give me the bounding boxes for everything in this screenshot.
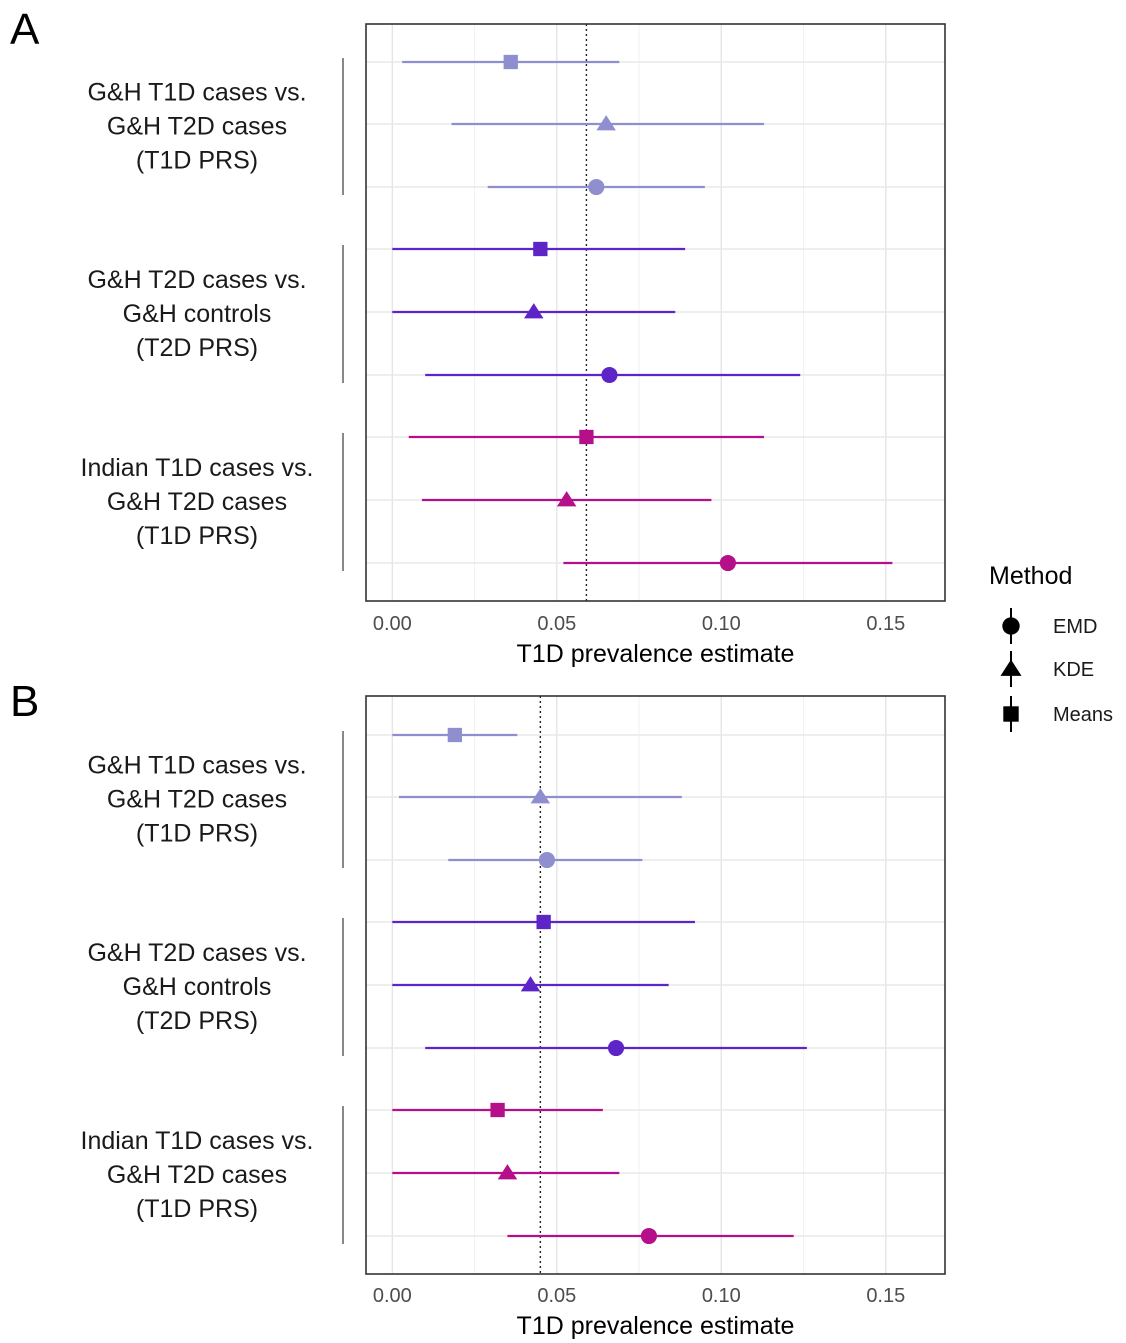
group-label-line: G&H T2D cases <box>107 113 287 141</box>
group-label-line: G&H controls <box>123 973 272 1001</box>
x-axis-label: T1D prevalence estimate <box>517 640 795 668</box>
panel-a: A G&H T1D cases vs. G&H T2D cases (T1D PRS)… <box>10 5 946 668</box>
group-label-line: G&H T2D cases <box>107 488 287 516</box>
legend: Method EMD KDE Means <box>989 562 1113 732</box>
panel-letter: A <box>10 5 40 54</box>
point-kde <box>497 1164 518 1180</box>
panel-letter: B <box>10 677 39 726</box>
group-label-line: (T1D PRS) <box>136 820 258 848</box>
group-label-line: G&H T2D cases <box>107 1161 287 1189</box>
panel-frame <box>365 23 946 602</box>
point-kde <box>524 303 544 319</box>
group-label-line: G&H T2D cases <box>107 786 287 814</box>
point-means <box>536 914 551 930</box>
x-tick-label: 0.05 <box>537 1285 576 1307</box>
legend-title: Method <box>989 562 1072 590</box>
group-label-line: (T2D PRS) <box>136 334 258 362</box>
x-tick-label: 0.00 <box>373 1285 412 1307</box>
x-tick-label: 0.15 <box>866 1285 905 1307</box>
point-kde <box>520 976 541 992</box>
legend-circle-icon <box>1002 617 1020 635</box>
point-emd <box>601 366 618 384</box>
point-kde <box>530 788 551 804</box>
x-tick-label: 0.00 <box>373 613 412 635</box>
point-kde <box>596 115 616 131</box>
point-means <box>503 54 518 70</box>
point-emd <box>607 1039 625 1057</box>
point-means <box>533 241 548 257</box>
legend-square-icon <box>1003 706 1019 722</box>
group-label-line: G&H controls <box>123 300 272 328</box>
group-label-line: (T1D PRS) <box>136 1195 258 1223</box>
panel-frame <box>365 695 946 1275</box>
legend-label: Means <box>1053 704 1113 726</box>
point-emd <box>640 1227 657 1245</box>
x-tick-label: 0.05 <box>537 613 576 635</box>
group-label-line: Indian T1D cases vs. <box>81 454 314 482</box>
x-tick-label: 0.10 <box>702 613 741 635</box>
group-label-line: (T1D PRS) <box>136 522 258 550</box>
point-emd <box>588 178 605 196</box>
legend-label: EMD <box>1053 616 1097 638</box>
point-means <box>490 1102 505 1118</box>
point-emd <box>719 554 736 572</box>
group-label-line: G&H T2D cases vs. <box>87 939 306 967</box>
point-kde <box>556 491 577 507</box>
group-label-line: G&H T1D cases vs. <box>87 79 306 107</box>
point-means <box>579 429 594 445</box>
group-label-line: G&H T1D cases vs. <box>87 752 306 780</box>
x-tick-label: 0.10 <box>702 1285 741 1307</box>
point-emd <box>538 851 555 869</box>
group-label-line: (T2D PRS) <box>136 1007 258 1035</box>
x-tick-label: 0.15 <box>866 613 905 635</box>
legend-label: KDE <box>1053 659 1094 681</box>
legend-triangle-icon <box>1000 659 1022 676</box>
group-label-line: (T1D PRS) <box>136 147 258 175</box>
group-label-line: Indian T1D cases vs. <box>81 1127 314 1155</box>
panel-b: B G&H T1D cases vs. G&H T2D cases (T1D PRS)… <box>10 677 946 1340</box>
group-label-line: G&H T2D cases vs. <box>87 266 306 294</box>
x-axis-label: T1D prevalence estimate <box>517 1312 795 1340</box>
point-means <box>447 727 462 743</box>
